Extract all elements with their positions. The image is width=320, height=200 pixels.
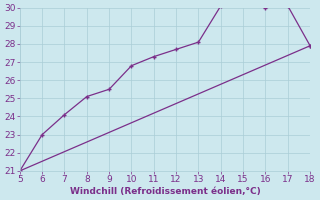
X-axis label: Windchill (Refroidissement éolien,°C): Windchill (Refroidissement éolien,°C)	[69, 187, 260, 196]
